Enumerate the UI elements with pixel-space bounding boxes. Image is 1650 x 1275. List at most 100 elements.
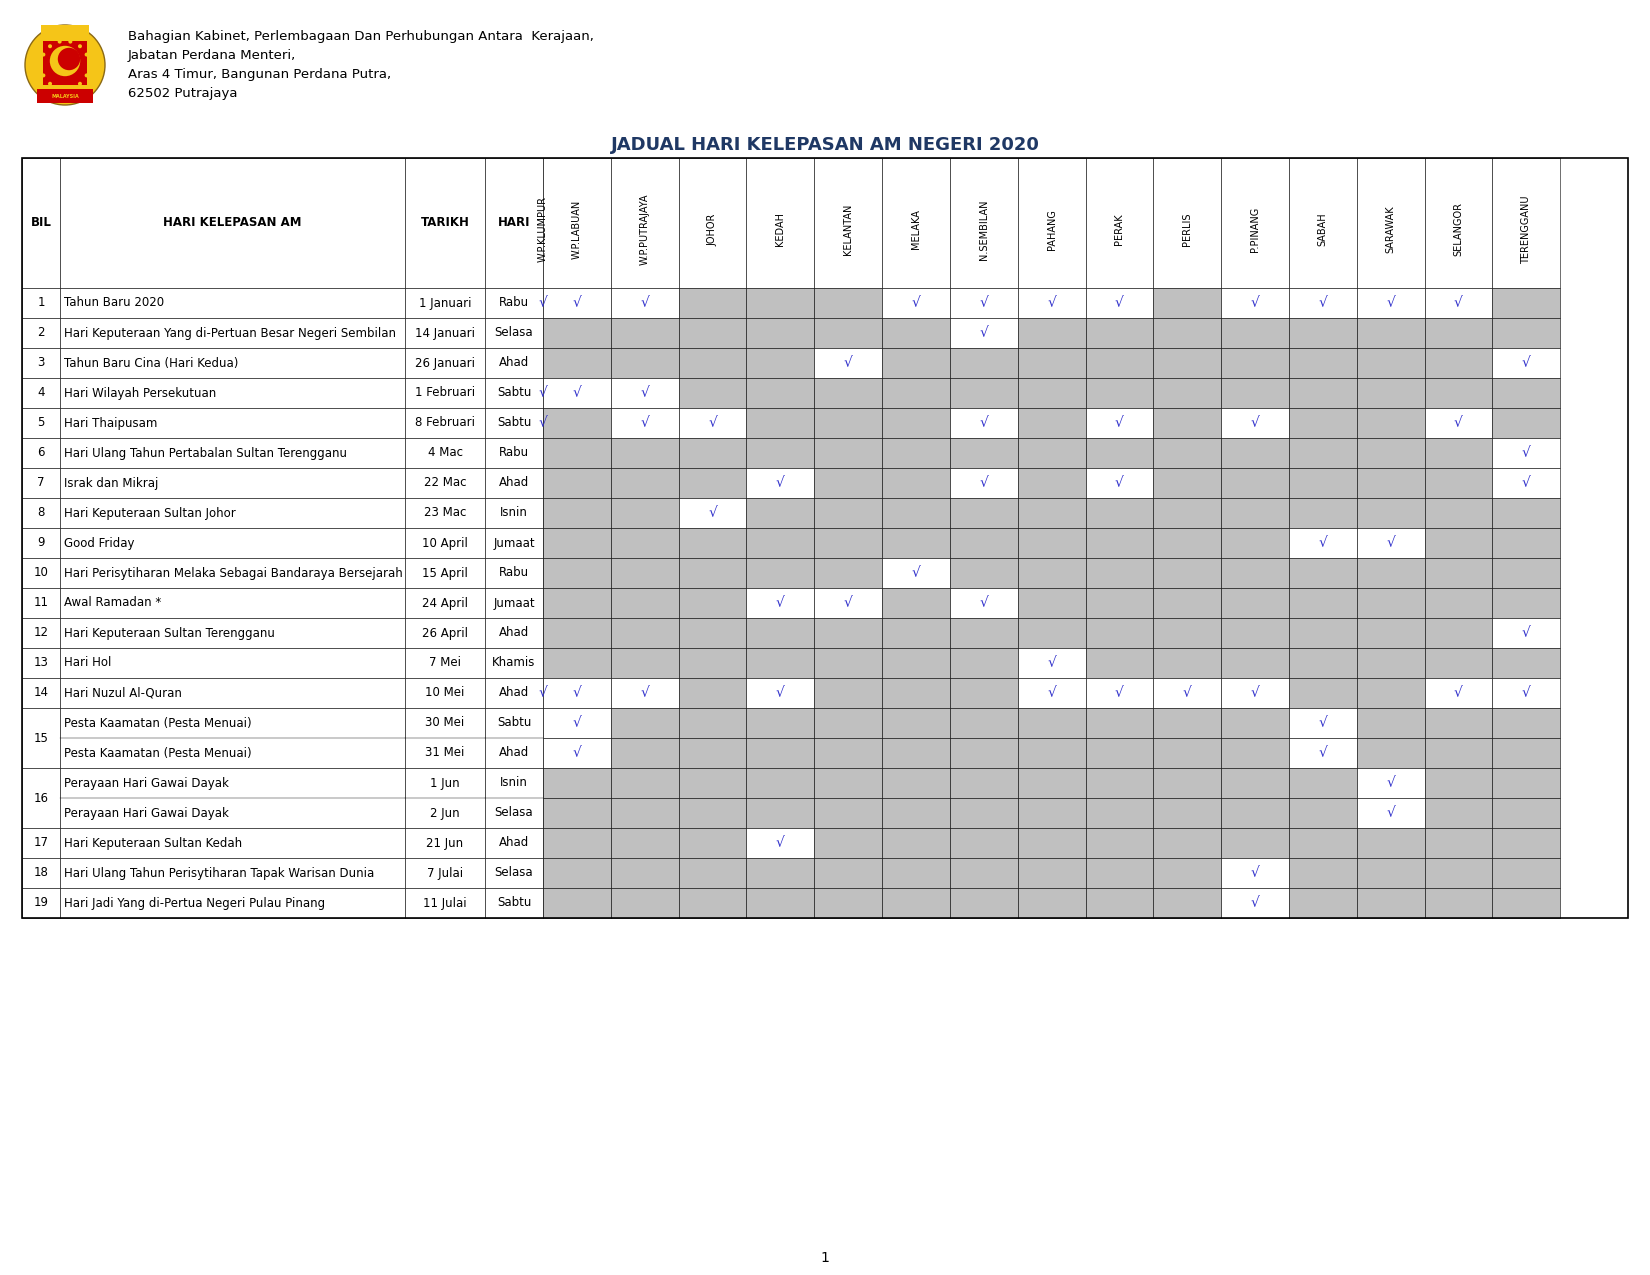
Bar [883,528,950,558]
Bar [1018,558,1086,588]
Bar [883,618,950,648]
Text: 14: 14 [33,686,48,700]
Bar [678,288,746,317]
Text: √: √ [1454,416,1464,430]
Bar [1424,887,1492,918]
Bar [1356,348,1424,377]
Circle shape [68,40,73,43]
Bar [1492,618,1561,648]
Bar [813,468,883,499]
Text: Bahagian Kabinet, Perlembagaan Dan Perhubungan Antara  Kerajaan,: Bahagian Kabinet, Perlembagaan Dan Perhu… [129,31,594,43]
Bar [1153,768,1221,798]
Bar [1221,768,1289,798]
Text: √: √ [538,386,548,400]
Text: √: √ [1386,776,1396,790]
Bar [1221,887,1289,918]
Bar [678,158,746,288]
Text: √: √ [1318,717,1327,731]
Bar [1356,618,1424,648]
Bar [21,558,59,588]
Bar [1018,158,1086,288]
Bar [59,377,404,408]
Text: √: √ [1115,416,1124,430]
Text: 2: 2 [38,326,45,339]
Bar [610,708,678,738]
Bar [610,618,678,648]
Bar [1492,768,1561,798]
Bar [678,408,746,439]
Bar [1424,768,1492,798]
Bar [746,468,813,499]
Bar [1356,317,1424,348]
Bar [1086,618,1153,648]
Bar [1153,738,1221,768]
Bar [610,648,678,678]
Bar [404,648,485,678]
Bar [543,588,610,618]
Bar [1492,738,1561,768]
Bar [21,708,59,768]
Text: Selasa: Selasa [495,326,533,339]
Bar [1018,439,1086,468]
Bar [21,858,59,887]
Circle shape [58,47,81,70]
Text: 7 Mei: 7 Mei [429,657,460,669]
Bar [59,858,404,887]
Bar [1018,678,1086,708]
Bar [1221,827,1289,858]
Bar [1086,439,1153,468]
Bar [1356,887,1424,918]
Bar [678,678,746,708]
Text: 31 Mei: 31 Mei [426,746,465,760]
Text: √: √ [1251,296,1259,310]
Bar [746,439,813,468]
Bar [1492,858,1561,887]
Text: √: √ [776,595,785,609]
Text: √: √ [980,296,988,310]
Bar [485,648,543,678]
Text: 8 Februari: 8 Februari [416,417,475,430]
Bar [543,317,610,348]
Bar [1289,348,1356,377]
Text: √: √ [1521,626,1531,640]
Bar [746,588,813,618]
Circle shape [84,74,89,78]
Text: √: √ [776,836,785,850]
Bar [950,827,1018,858]
Bar [678,439,746,468]
Bar [1086,158,1153,288]
Bar [883,377,950,408]
Bar [404,468,485,499]
Text: Hari Wilayah Persekutuan: Hari Wilayah Persekutuan [64,386,216,399]
Bar [21,288,59,317]
Bar [746,738,813,768]
Text: 1: 1 [38,297,45,310]
Bar [1424,588,1492,618]
Bar [813,558,883,588]
Text: Rabu: Rabu [498,446,530,459]
Bar [883,678,950,708]
Bar [1356,499,1424,528]
Bar [883,588,950,618]
Bar [1221,439,1289,468]
Bar [883,158,950,288]
Bar [1424,827,1492,858]
Bar [543,798,610,827]
Circle shape [41,74,46,78]
Text: 4 Mac: 4 Mac [427,446,462,459]
Bar [746,827,813,858]
Bar [1356,377,1424,408]
Bar [883,738,950,768]
Text: Ahad: Ahad [498,357,530,370]
Text: 14 Januari: 14 Januari [416,326,475,339]
Text: 10 April: 10 April [422,537,469,550]
Bar [1492,887,1561,918]
Text: 11: 11 [33,597,48,609]
Bar [678,708,746,738]
Bar [59,678,404,708]
Bar [43,41,87,85]
Text: Rabu: Rabu [498,566,530,580]
Bar [1492,499,1561,528]
Bar [485,708,543,768]
Bar [59,158,404,288]
